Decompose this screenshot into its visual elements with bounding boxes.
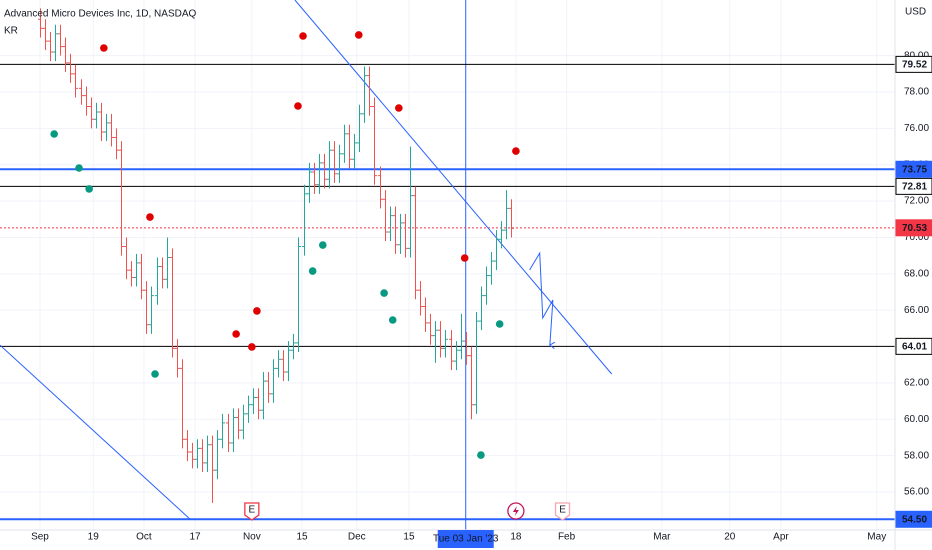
y-tick-label: 68.00 [904, 268, 929, 279]
signal-dot [477, 451, 485, 459]
event-glyph [512, 506, 519, 516]
x-tick-label: Nov [243, 532, 261, 543]
price-badge-label: 73.75 [902, 164, 927, 175]
signal-dot [460, 254, 469, 262]
trendline [0, 344, 191, 520]
signal-dot [232, 330, 240, 338]
signal-dot [299, 32, 307, 40]
x-tick-label: Oct [136, 532, 152, 543]
currency-label: USD [905, 7, 926, 18]
y-tick-label: 76.00 [904, 123, 929, 134]
y-tick-label: 70.00 [904, 232, 929, 243]
price-badge-label: 72.81 [902, 182, 927, 193]
price-badge [895, 55, 932, 73]
signal-dot [318, 241, 327, 249]
signal-dot [100, 44, 108, 52]
signal-dot [146, 213, 154, 221]
signal-dot [151, 370, 159, 378]
signal-dot [50, 130, 58, 138]
x-tick-label: Sep [31, 532, 49, 543]
event-label: E [249, 505, 256, 516]
signal-dot [388, 316, 397, 324]
event-icon [554, 502, 571, 521]
y-tick-label: 56.00 [904, 487, 929, 498]
x-tick-label: May [867, 532, 886, 543]
signal-dot [512, 147, 520, 155]
event-label: E [559, 505, 566, 516]
signal-dot [248, 343, 256, 351]
x-tick-label: 18 [510, 532, 522, 543]
price-badge-label: 79.52 [902, 60, 927, 71]
price-badge-label: 64.01 [902, 342, 927, 353]
x-tick-label: 15 [296, 532, 308, 543]
chart-title: Advanced Micro Devices Inc, 1D, NASDAQ [4, 9, 197, 20]
axes: 56.0058.0060.0062.0064.0066.0068.0070.00… [31, 50, 932, 548]
signal-dot [253, 307, 261, 315]
signal-dot [380, 289, 388, 297]
y-tick-label: 62.00 [904, 378, 929, 389]
y-tick-label: 58.00 [904, 450, 929, 461]
projection-path [529, 251, 553, 345]
x-tick-label: Feb [558, 532, 576, 543]
signal-dot [75, 164, 83, 172]
price-badge [895, 219, 932, 237]
indicator-name: KR [4, 26, 18, 37]
x-tick-label: Mar [653, 532, 671, 543]
signal-dot [354, 31, 363, 39]
signal-dot [294, 102, 302, 110]
x-tick-label: Apr [773, 532, 789, 543]
crosshair-label: Tue 03 Jan '23 [433, 534, 499, 545]
y-tick-label: 66.00 [904, 305, 929, 316]
signal-dot [85, 185, 93, 193]
crosshair-badge [437, 530, 494, 548]
y-tick-label: 60.00 [904, 414, 929, 425]
grid [0, 0, 895, 530]
price-badge [895, 177, 932, 195]
price-badge [895, 337, 932, 355]
price-badge-label: 70.53 [902, 223, 927, 234]
x-tick-label: 20 [724, 532, 736, 543]
y-tick-label: 72.00 [904, 196, 929, 207]
x-tick-label: 15 [403, 532, 415, 543]
y-tick-label: 78.00 [904, 87, 929, 98]
price-badge [895, 510, 932, 528]
event-icon [244, 502, 260, 521]
price-badge [895, 160, 932, 178]
x-tick-label: 17 [190, 532, 202, 543]
signal-dot [495, 320, 504, 328]
price-badge-label: 54.50 [902, 514, 927, 525]
trendline [294, 0, 613, 375]
x-tick-label: Dec [348, 532, 366, 543]
signal-dot [308, 267, 317, 275]
y-tick-label: 80.00 [904, 50, 929, 61]
x-tick-label: 19 [88, 532, 100, 543]
signal-dot [395, 104, 403, 112]
